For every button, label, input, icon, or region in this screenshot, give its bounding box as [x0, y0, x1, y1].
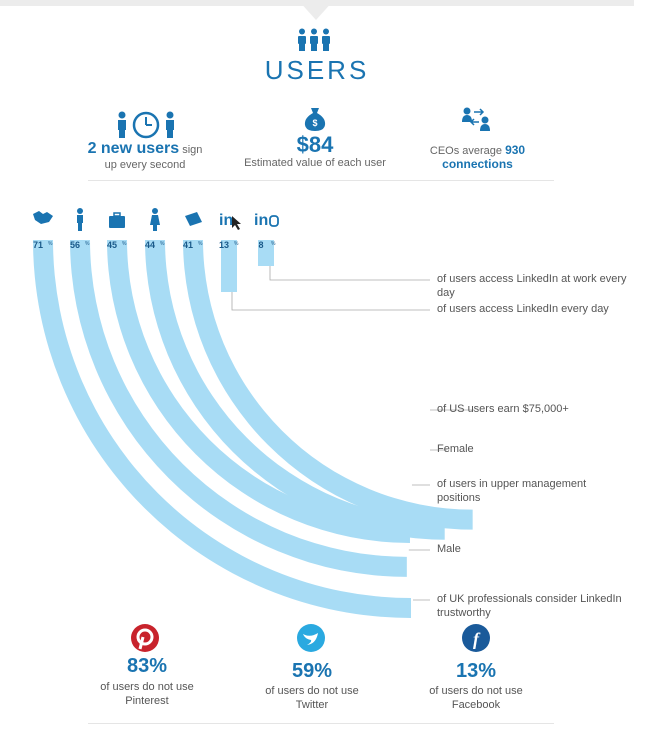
pinterest-line2: Pinterest — [125, 695, 169, 707]
connector-line-8 — [269, 266, 430, 281]
arc-bar-41 — [183, 240, 473, 530]
man-icon — [77, 208, 83, 231]
users-icon — [298, 28, 330, 51]
ceo-prefix: CEOs average — [429, 145, 506, 157]
arc-bar-44 — [145, 240, 445, 540]
connections-icon — [462, 107, 490, 131]
desc-line2: trustworthy — [437, 607, 491, 619]
arc-bar-56 — [70, 240, 407, 577]
desc-of-uk-professionals-consider-linkedin: of UK professionals consider LinkedIn tru… — [437, 592, 647, 620]
new-users-rest2: up every second — [104, 159, 186, 171]
handshake-icon — [33, 211, 53, 224]
pointer-notch — [298, 0, 334, 20]
ceo-connections: connections — [442, 157, 513, 171]
facebook-pct: 13% — [455, 660, 497, 682]
new-users-bold: 2 new users — [87, 140, 180, 157]
facebook-icon: f — [462, 624, 490, 652]
briefcase-icon — [109, 212, 125, 228]
pct-sign-13: % — [234, 241, 239, 247]
desc-of-us-users-earn-75-000: of US users earn $75,000+ — [437, 402, 647, 416]
twitter-line1: of users do not use — [265, 685, 359, 697]
pct-label-41: 41 — [183, 240, 193, 250]
money-icon — [185, 212, 202, 226]
pct-label-45: 45 — [107, 240, 117, 250]
pct-label-13: 13 — [219, 240, 229, 250]
pct-sign-44: % — [160, 241, 165, 247]
desc-of-users-access-linkedin-at-work-every-day: of users access LinkedIn at work every d… — [437, 272, 647, 300]
value-stat: $84 Estimated value of each user — [235, 132, 395, 170]
desc-line1: Female — [437, 443, 474, 455]
desc-of-users-access-linkedin-every-day: of users access LinkedIn every day — [437, 302, 647, 316]
pinterest-icon — [131, 624, 159, 652]
pct-label-44: 44 — [145, 240, 155, 250]
svg-text:f: f — [473, 629, 481, 649]
pct-sign-71: % — [48, 241, 53, 247]
pinterest-line1: of users do not use — [100, 681, 194, 693]
ceo-stat: CEOs average 930 connections — [410, 143, 545, 171]
twitter-pct: 59% — [291, 660, 333, 682]
arc-bar-45 — [107, 240, 410, 543]
arc-bar-8 — [258, 240, 274, 266]
connector-line-13 — [231, 292, 430, 311]
desc-line1: of users access LinkedIn at work every d… — [437, 273, 627, 299]
new-users-rest1: sign — [179, 144, 203, 156]
svg-text:$: $ — [312, 118, 317, 128]
pct-sign-56: % — [85, 241, 90, 247]
desc-female: Female — [437, 442, 647, 456]
ceo-number: 930 — [505, 143, 526, 157]
twitter-icon — [297, 624, 325, 652]
pct-label-8: 8 — [258, 240, 263, 250]
divider-top — [88, 180, 554, 181]
twitter-line2: Twitter — [295, 699, 329, 711]
pct-sign-45: % — [122, 241, 127, 247]
money-bag-icon: $ — [304, 108, 326, 131]
pinterest-pct: 83% — [126, 655, 168, 677]
desc-line2: positions — [437, 492, 481, 504]
arc-bar-13 — [221, 240, 237, 292]
desc-line1: of users in upper management — [437, 478, 587, 490]
desc-line1: of UK professionals consider LinkedIn — [437, 593, 622, 605]
desc-of-users-in-upper-management: of users in upper management positions — [437, 477, 647, 505]
value-label: Estimated value of each user — [244, 157, 386, 169]
svg-text:in: in — [219, 212, 233, 229]
arc-chart: in in 71% 56% 45% 44% 41% 13% 8% — [33, 208, 475, 618]
pct-label-71: 71 — [33, 240, 43, 250]
desc-male: Male — [437, 542, 647, 556]
value-amount: $84 — [296, 132, 334, 157]
pct-sign-41: % — [198, 241, 203, 247]
linkedin-cursor-icon: in — [219, 212, 241, 230]
desc-line1: of users access LinkedIn every day — [437, 303, 609, 315]
people-clock-icon — [118, 111, 174, 139]
desc-line1: of US users earn $75,000+ — [437, 403, 569, 415]
desc-line1: Male — [437, 543, 461, 555]
new-users-stat: 2 new users sign up every second — [70, 140, 220, 171]
facebook-line1: of users do not use — [429, 685, 523, 697]
pct-sign-8: % — [271, 241, 276, 247]
svg-text:in: in — [254, 212, 268, 229]
facebook-line2: Facebook — [451, 699, 501, 711]
divider-bottom — [88, 723, 554, 724]
linkedin-work-icon: in — [254, 212, 279, 229]
pct-label-56: 56 — [70, 240, 80, 250]
page-title: USERS — [264, 55, 370, 85]
woman-icon — [150, 208, 160, 231]
